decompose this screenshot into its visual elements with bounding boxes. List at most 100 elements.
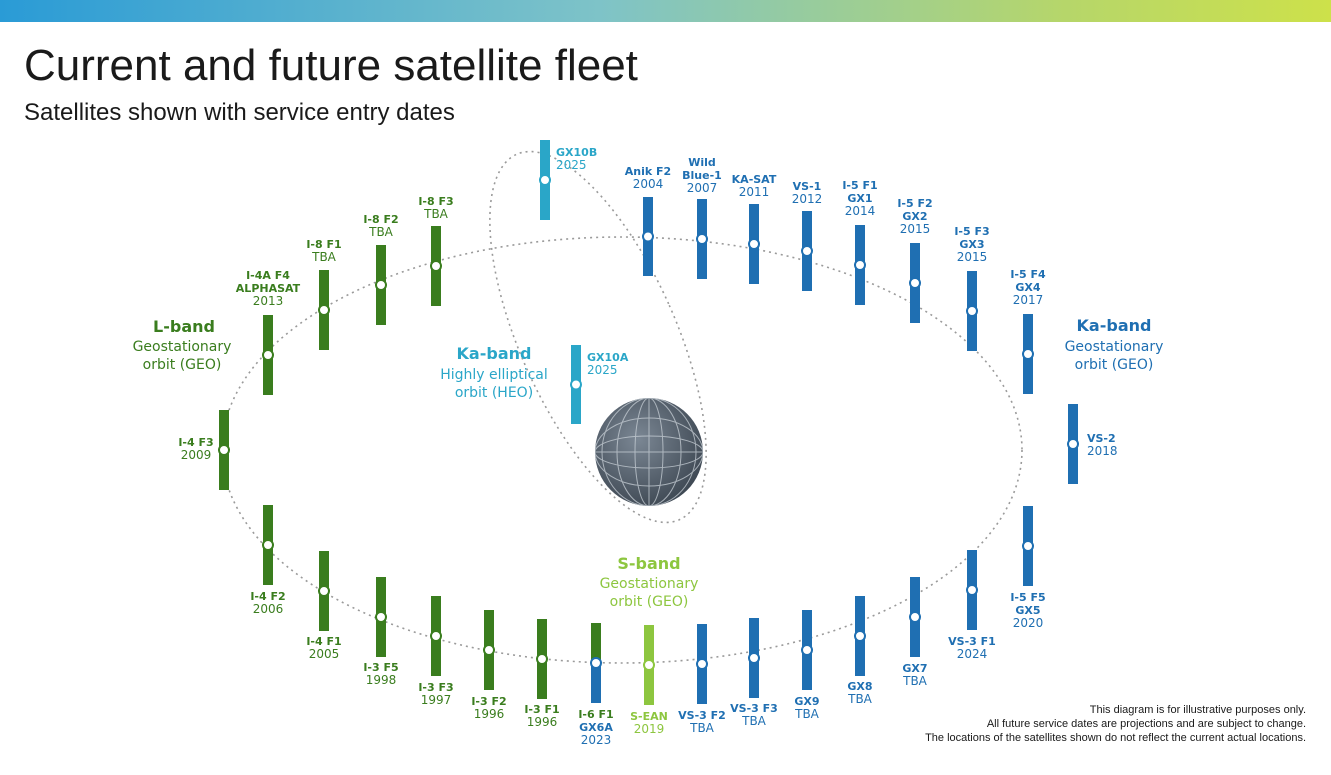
satellite-body-icon (1022, 348, 1034, 360)
satellite-name: I-3 F2 (471, 695, 506, 708)
satellite-name: VS-3 F2 (678, 709, 726, 722)
satellite-date: 1997 (421, 693, 452, 707)
satellite-date: 1996 (474, 707, 505, 721)
disclaimer-line: This diagram is for illustrative purpose… (1089, 704, 1306, 716)
satellite-date: 2025 (556, 158, 587, 172)
satellite-date: 2024 (957, 647, 988, 661)
satellite-body-icon (966, 584, 978, 596)
satellite-body-icon (801, 245, 813, 257)
satellite-name: Wild (688, 156, 716, 169)
satellite-date: 2018 (1087, 444, 1118, 458)
satellite-body-icon (643, 659, 655, 671)
l-band-label: L-band Geostationary orbit (GEO) (133, 317, 232, 373)
satellite-name: I-3 F5 (363, 661, 398, 674)
svg-text:Ka-band: Ka-band (1077, 316, 1152, 335)
satellite-date: 2004 (633, 177, 664, 191)
satellite-body-icon (748, 238, 760, 250)
satellite-date: TBA (689, 721, 715, 735)
satellite-name: Anik F2 (625, 165, 671, 178)
disclaimer-line: The locations of the satellites shown do… (925, 732, 1306, 744)
satellite-body-icon (262, 539, 274, 551)
satellite-name: VS-2 (1087, 432, 1116, 445)
satellite-date: 2023 (581, 733, 612, 747)
satellite-date: 2009 (181, 448, 212, 462)
svg-text:orbit (GEO): orbit (GEO) (1075, 357, 1154, 373)
satellite-body-icon (218, 444, 230, 456)
satellite-name: GX1 (847, 192, 872, 205)
satellite-date: TBA (368, 225, 394, 239)
satellite-name: GX9 (794, 695, 819, 708)
satellite-body-icon (748, 652, 760, 664)
satellite-body-icon (1022, 540, 1034, 552)
satellite-date: 2012 (792, 192, 823, 206)
svg-text:Highly elliptical: Highly elliptical (440, 367, 548, 383)
satellite-body-icon (854, 259, 866, 271)
satellite-name: I-5 F4 (1010, 268, 1046, 281)
satellite-body-icon (696, 233, 708, 245)
satellite-name: I-4 F2 (250, 590, 285, 603)
earth-globe-icon (595, 398, 703, 506)
satellite-date: 2020 (1013, 616, 1044, 630)
satellite-body-icon (318, 304, 330, 316)
svg-text:Ka-band: Ka-band (457, 344, 532, 363)
satellite-body-icon (430, 630, 442, 642)
page-subtitle: Satellites shown with service entry date… (24, 99, 455, 126)
satellite-name: GX8 (847, 680, 872, 693)
satellite-name: GX5 (1015, 604, 1040, 617)
satellite-date: 2015 (900, 222, 931, 236)
satellite-body-icon (483, 644, 495, 656)
satellite-body-icon (375, 279, 387, 291)
satellite-name: I-3 F1 (524, 703, 559, 716)
satellite-date: 1998 (366, 673, 397, 687)
svg-text:orbit (GEO): orbit (GEO) (143, 357, 222, 373)
satellite-name: GX7 (902, 662, 927, 675)
satellite-body-icon (1067, 438, 1079, 450)
satellite-body-icon (262, 349, 274, 361)
satellite-name: I-5 F3 (954, 225, 989, 238)
satellite-body-icon (590, 657, 602, 669)
svg-text:S-band: S-band (617, 554, 680, 573)
satellite-name: I-4 F3 (178, 436, 213, 449)
satellite-body-icon (430, 260, 442, 272)
satellite-date: TBA (741, 714, 767, 728)
satellite-name: KA-SAT (732, 173, 777, 186)
satellite-body-icon (966, 305, 978, 317)
satellite-name: I-8 F1 (306, 238, 341, 251)
satellite-name: I-8 F2 (363, 213, 398, 226)
satellite-date: TBA (847, 692, 873, 706)
satellite-date: 2011 (739, 185, 770, 199)
satellite-body-icon (642, 230, 654, 243)
satellite-name: VS-1 (793, 180, 822, 193)
svg-text:Geostationary: Geostationary (133, 339, 232, 355)
satellite-date: TBA (902, 674, 928, 688)
satellite-name: I-8 F3 (418, 195, 453, 208)
satellite-name: I-3 F3 (418, 681, 453, 694)
page-title: Current and future satellite fleet (24, 41, 638, 90)
satellite-name: GX10A (587, 351, 629, 364)
satellite-name: I-5 F5 (1010, 591, 1045, 604)
satellite-name: GX3 (959, 238, 984, 251)
heo-orbit-path (489, 150, 707, 524)
satellite-body-icon (570, 378, 582, 391)
satellite-body-icon (318, 585, 330, 597)
satellite-name: VS-3 F3 (730, 702, 778, 715)
